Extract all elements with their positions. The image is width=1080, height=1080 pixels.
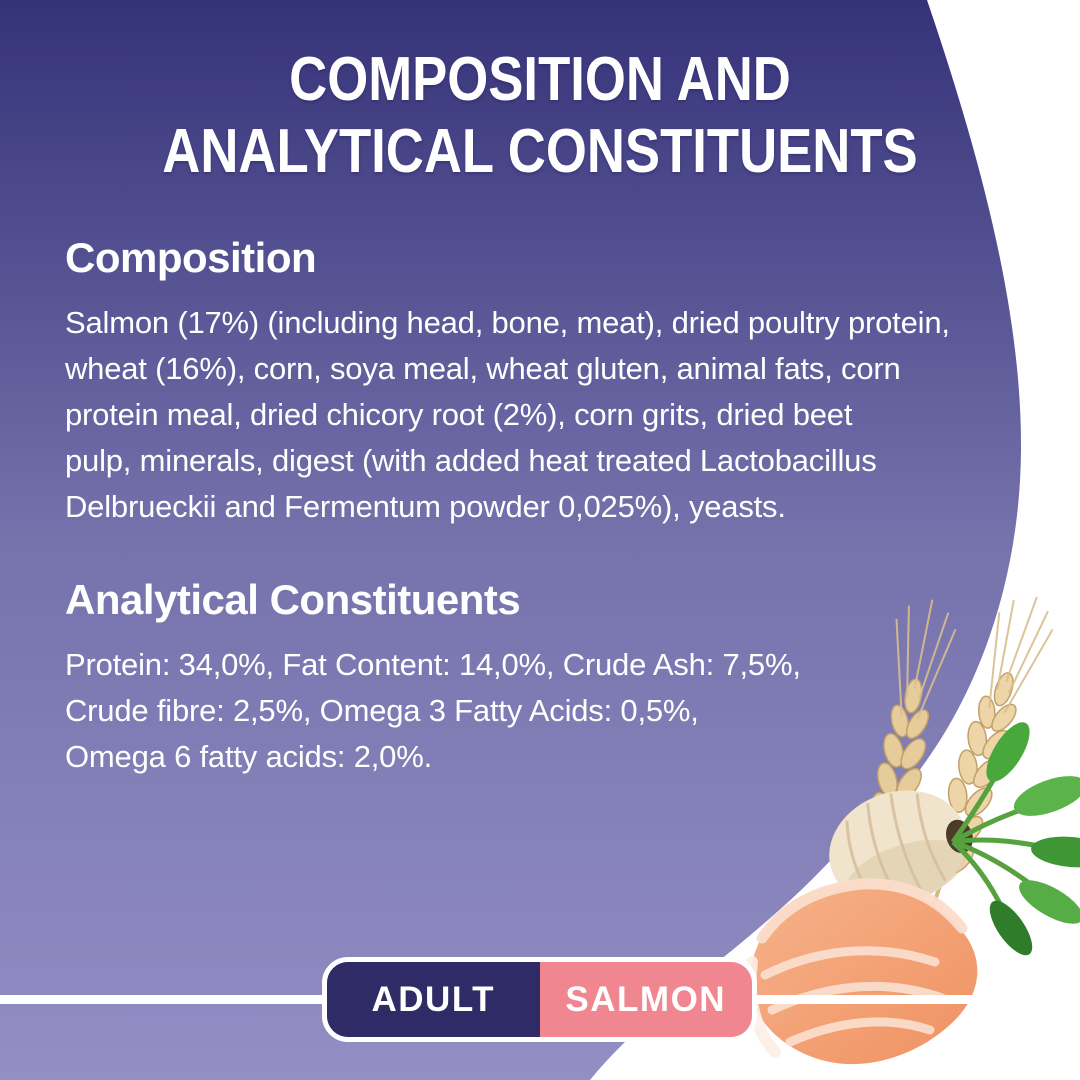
- product-badge: ADULT SALMON: [322, 957, 757, 1042]
- composition-heading: Composition: [65, 234, 317, 281]
- analytical-heading: Analytical Constituents: [65, 576, 521, 623]
- composition-text: Salmon (17%) (including head, bone, meat…: [65, 305, 950, 524]
- badge-flavour: SALMON: [539, 962, 752, 1037]
- badge-life-stage: ADULT: [327, 962, 540, 1037]
- panel-blob-shape: [0, 0, 1022, 1080]
- analytical-text: Protein: 34,0%, Fat Content: 14,0%, Crud…: [65, 647, 801, 774]
- greens-image: [950, 722, 1080, 956]
- page-title: COMPOSITION AND ANALYTICAL CONSTITUENTS: [162, 45, 918, 186]
- salmon-fillet-image: [744, 878, 978, 1065]
